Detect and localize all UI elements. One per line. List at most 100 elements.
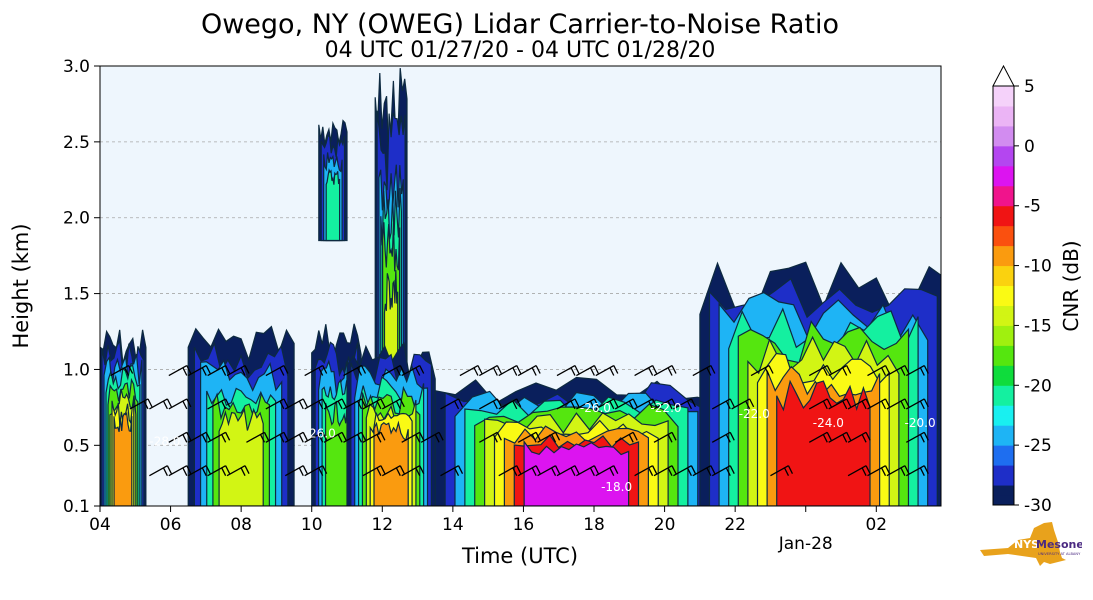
wind-barb-icon	[692, 465, 716, 477]
colorbar-tick-label: -15	[1024, 316, 1052, 336]
colorbar-tick-label: -25	[1024, 436, 1052, 456]
colorbar-segment	[993, 245, 1014, 257]
wind-barb-icon	[673, 398, 696, 410]
wind-barb-icon	[226, 465, 250, 477]
contour-label: -18.0	[601, 480, 632, 494]
wind-barb-icon	[711, 398, 735, 410]
wind-barb-icon	[498, 465, 522, 477]
wind-barb-icon	[886, 398, 910, 410]
colorbar-segment	[993, 495, 1014, 506]
cnr-region	[187, 325, 295, 506]
wind-barb-icon	[808, 431, 832, 443]
wind-barb-icon	[808, 364, 832, 377]
wind-barb-icon	[653, 431, 677, 443]
wind-barb-icon	[634, 465, 658, 477]
wind-barb-icon	[634, 364, 658, 377]
colorbar-segment	[993, 225, 1014, 237]
chart-subtitle: 04 UTC 01/27/20 - 04 UTC 01/28/20	[325, 38, 716, 63]
colorbar-segment	[993, 205, 1014, 217]
wind-barb-icon	[498, 364, 522, 377]
wind-barb-icon	[673, 465, 696, 477]
wind-barb-icon	[343, 398, 367, 410]
colorbar-segment	[993, 155, 1014, 167]
contour-label: -26.0	[305, 427, 336, 441]
cnr-region	[434, 376, 719, 506]
cnr-region	[318, 119, 348, 242]
wind-barb-icon	[517, 364, 541, 377]
wind-barb-icon	[207, 431, 231, 443]
wind-barb-icon	[576, 465, 599, 477]
wind-barb-icon	[168, 431, 192, 443]
colorbar-tick-label: 5	[1024, 77, 1035, 97]
wind-barb-icon	[556, 465, 580, 477]
colorbar-segment	[993, 235, 1014, 247]
wind-barb-icon	[207, 398, 231, 410]
cnr-contour-band	[218, 407, 264, 506]
new-york-state-shape-icon	[980, 522, 1066, 566]
y-tick-label: 2.5	[63, 133, 90, 153]
colorbar-extend-arrow	[992, 64, 1015, 87]
wind-barb-icon	[187, 431, 211, 443]
cnr-contour-band	[523, 439, 630, 506]
wind-barb-icon	[168, 465, 192, 477]
colorbar-segment	[993, 215, 1014, 227]
colorbar: 5 0 -5 -10 -15 -20 -25 -30	[992, 64, 1052, 516]
wind-barb-icon	[905, 465, 929, 477]
x-axis-label: Time (UTC)	[461, 544, 578, 568]
wind-barb-icon	[440, 398, 464, 410]
wind-barb-icon	[459, 364, 483, 377]
cnr-contour-field	[100, 68, 941, 506]
colorbar-segment	[993, 425, 1014, 436]
wind-barb-icon	[187, 364, 211, 377]
wind-barb-icon	[362, 398, 386, 410]
wind-barb-icon	[110, 364, 134, 377]
wind-barb-icon	[168, 398, 192, 410]
colorbar-segment	[993, 365, 1014, 376]
wind-barb-icon	[265, 398, 289, 410]
wind-barb-icon	[770, 465, 794, 477]
wind-barb-icon	[595, 364, 619, 377]
wind-barb-icon	[886, 364, 910, 377]
wind-barb-icon	[711, 465, 735, 477]
contour-label: -20.0	[905, 416, 936, 430]
wind-barb-icon	[576, 398, 599, 410]
logo-nys-text: NYS	[1014, 538, 1039, 551]
colorbar-segment	[993, 195, 1014, 207]
wind-barb-icon	[905, 398, 929, 410]
colorbar-tick-label: -5	[1024, 197, 1041, 217]
colorbar-segment	[993, 285, 1014, 296]
wind-barb-icon	[653, 398, 677, 410]
colorbar-segment	[993, 315, 1014, 326]
chart-title: Owego, NY (OWEG) Lidar Carrier-to-Noise …	[201, 9, 839, 40]
wind-barb-icon	[750, 364, 774, 377]
wind-barb-icon	[847, 465, 871, 477]
wind-barb-icon	[828, 398, 852, 410]
wind-barb-icon	[867, 465, 891, 477]
colorbar-segment	[993, 465, 1014, 476]
wind-barb-icon	[847, 431, 871, 443]
wind-barb-icon	[381, 398, 405, 410]
colorbar-tick-label: 0	[1024, 137, 1035, 157]
wind-barb-icon	[129, 398, 153, 410]
colorbar-label: CNR (dB)	[1059, 240, 1083, 331]
contour-labels: -28.0 -26.0 -26.0 -22.0 -22.0 -24.0 -20.0 -18.0	[149, 401, 935, 494]
wind-barb-icon	[284, 398, 308, 410]
wind-barb-icon	[595, 465, 619, 477]
wind-barb-icon	[343, 431, 367, 443]
logo-university-text: UNIVERSITY AT ALBANY	[1038, 552, 1081, 556]
wind-barb-icon	[362, 431, 386, 443]
wind-barb-icon	[479, 398, 502, 410]
y-tick-label: 1.5	[63, 285, 90, 305]
wind-barb-icon	[323, 431, 347, 443]
y-axis-ticks: 0.1 0.5 1.0 1.5 2.0 2.5 3.0	[63, 57, 100, 517]
wind-barb-icon	[207, 364, 231, 377]
colorbar-segment	[993, 455, 1014, 466]
colorbar-tick-label: -20	[1024, 376, 1052, 396]
cnr-region	[100, 329, 147, 506]
wind-barb-icon	[537, 465, 561, 477]
wind-barb-icon	[653, 465, 677, 477]
cnr-region	[346, 341, 436, 506]
wind-barb-icon	[168, 364, 192, 377]
logo-mesonet-text: Mesonet	[1036, 538, 1082, 551]
